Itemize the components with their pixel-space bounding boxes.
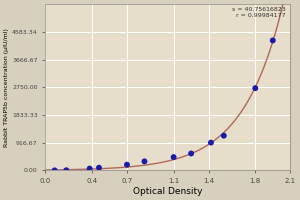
- Point: [64, 169, 69, 172]
- Point: [253, 87, 258, 90]
- Y-axis label: Rabbit TRAP5b concentration (μIU/ml): Rabbit TRAP5b concentration (μIU/ml): [4, 28, 9, 147]
- Point: [52, 169, 57, 172]
- Point: [87, 167, 92, 170]
- Point: [221, 134, 226, 137]
- Point: [189, 152, 194, 155]
- Point: [171, 156, 176, 159]
- Point: [124, 163, 129, 166]
- Point: [142, 160, 147, 163]
- Point: [270, 39, 275, 42]
- Text: s = 40.75616823
r = 0.99984177: s = 40.75616823 r = 0.99984177: [232, 7, 285, 18]
- Point: [97, 166, 101, 169]
- Point: [208, 141, 213, 144]
- X-axis label: Optical Density: Optical Density: [133, 187, 202, 196]
